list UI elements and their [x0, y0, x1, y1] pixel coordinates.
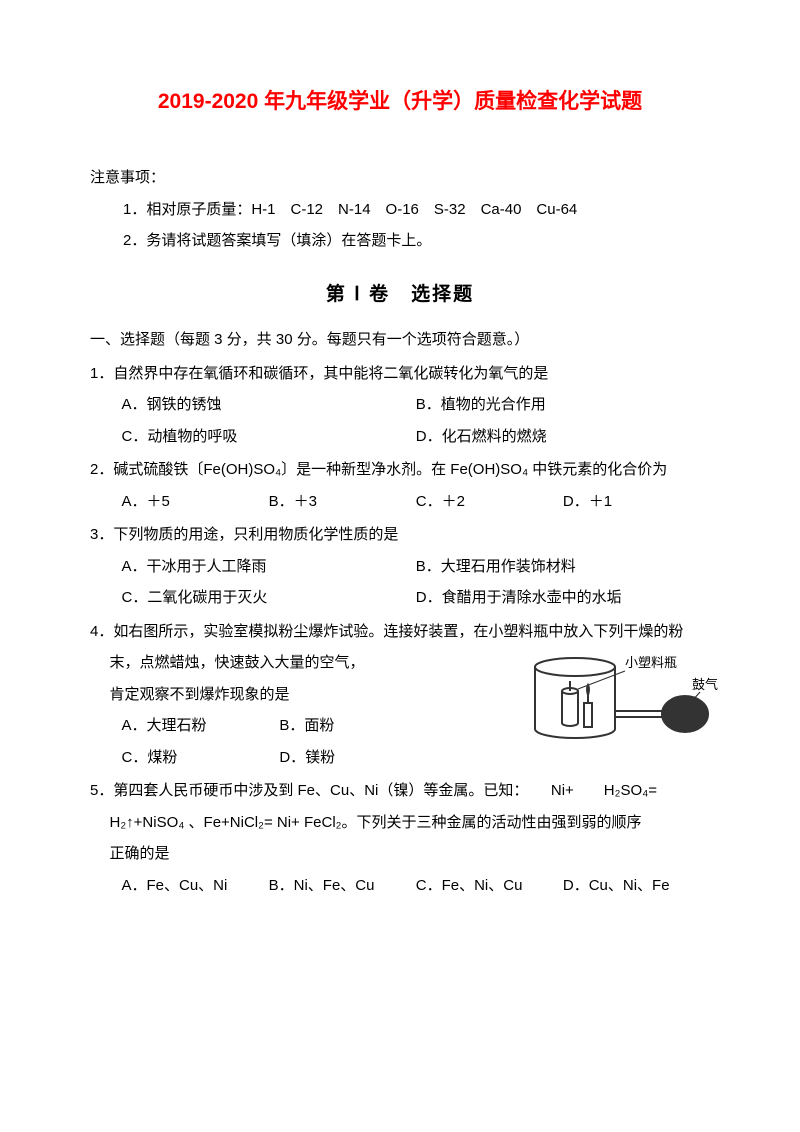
- q3-text: 3．下列物质的用途，只利用物质化学性质的是: [90, 519, 710, 551]
- question-3: 3．下列物质的用途，只利用物质化学性质的是 A．干冰用于人工降雨 B．大理石用作…: [90, 519, 710, 614]
- q4-option-b: B．面粉: [279, 710, 437, 742]
- q1-option-a: A．钢铁的锈蚀: [122, 389, 416, 421]
- q5-text-1: 5．第四套人民币硬币中涉及到 Fe、Cu、Ni（镍）等金属。已知： Ni+ H₂…: [90, 775, 710, 807]
- q2-option-b: B．＋3: [269, 486, 416, 518]
- q5-option-b: B．Ni、Fe、Cu: [269, 870, 416, 902]
- q5-option-c: C．Fe、Ni、Cu: [416, 870, 563, 902]
- question-2: 2．碱式硫酸铁〔Fe(OH)SO₄〕是一种新型净水剂。在 Fe(OH)SO₄ 中…: [90, 454, 710, 517]
- q5-option-d: D．Cu、Ni、Fe: [563, 870, 710, 902]
- q3-option-b: B．大理石用作装饰材料: [416, 551, 710, 583]
- section-title: 第 Ⅰ 卷 选择题: [90, 275, 710, 315]
- page-title: 2019-2020 年九年级学业（升学）质量检查化学试题: [90, 80, 710, 124]
- q3-option-d: D．食醋用于清除水壶中的水垢: [416, 582, 710, 614]
- section-instructions: 一、选择题（每题 3 分，共 30 分。每题只有一个选项符合题意。）: [90, 324, 710, 356]
- fig-label-pump: 鼓气: [692, 677, 718, 692]
- q2-option-c: C．＋2: [416, 486, 563, 518]
- fig-label-bottle: 小塑料瓶: [625, 655, 677, 670]
- q2-text: 2．碱式硫酸铁〔Fe(OH)SO₄〕是一种新型净水剂。在 Fe(OH)SO₄ 中…: [90, 454, 710, 486]
- q1-option-d: D．化石燃料的燃烧: [416, 421, 710, 453]
- q1-option-b: B．植物的光合作用: [416, 389, 710, 421]
- q5-text-2: H₂↑+NiSO₄ 、Fe+NiCl₂= Ni+ FeCl₂。下列关于三种金属的…: [90, 807, 710, 839]
- q5-option-a: A．Fe、Cu、Ni: [122, 870, 269, 902]
- question-4: 4．如右图所示，实验室模拟粉尘爆炸试验。连接好装置，在小塑料瓶中放入下列干燥的粉…: [90, 616, 710, 774]
- notice-item-1: 1．相对原子质量：H-1 C-12 N-14 O-16 S-32 Ca-40 C…: [90, 194, 710, 226]
- q4-figure: 小塑料瓶 鼓气: [520, 649, 720, 759]
- q2-option-d: D．＋1: [563, 486, 710, 518]
- q4-option-d: D．镁粉: [279, 742, 437, 774]
- q4-option-a: A．大理石粉: [122, 710, 280, 742]
- q5-text-3: 正确的是: [90, 838, 710, 870]
- notice-label: 注意事项：: [90, 162, 710, 194]
- question-1: 1．自然界中存在氧循环和碳循环，其中能将二氧化碳转化为氧气的是 A．钢铁的锈蚀 …: [90, 358, 710, 453]
- q3-option-a: A．干冰用于人工降雨: [122, 551, 416, 583]
- q4-option-c: C．煤粉: [122, 742, 280, 774]
- notice-item-2: 2．务请将试题答案填写（填涂）在答题卡上。: [90, 225, 710, 257]
- q3-option-c: C．二氧化碳用于灭火: [122, 582, 416, 614]
- q1-text: 1．自然界中存在氧循环和碳循环，其中能将二氧化碳转化为氧气的是: [90, 358, 710, 390]
- question-5: 5．第四套人民币硬币中涉及到 Fe、Cu、Ni（镍）等金属。已知： Ni+ H₂…: [90, 775, 710, 901]
- q2-option-a: A．＋5: [122, 486, 269, 518]
- q1-option-c: C．动植物的呼吸: [122, 421, 416, 453]
- q4-text-1: 4．如右图所示，实验室模拟粉尘爆炸试验。连接好装置，在小塑料瓶中放入下列干燥的粉: [90, 616, 710, 648]
